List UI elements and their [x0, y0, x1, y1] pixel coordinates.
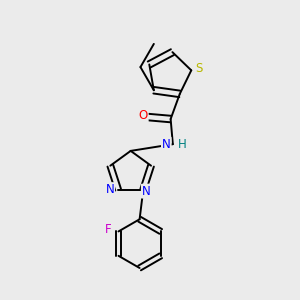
- Text: O: O: [139, 109, 148, 122]
- Text: H: H: [177, 138, 186, 151]
- Text: F: F: [105, 223, 111, 236]
- Text: N: N: [105, 183, 114, 196]
- Text: N: N: [162, 138, 171, 151]
- Text: N: N: [142, 184, 151, 198]
- Text: S: S: [195, 62, 202, 75]
